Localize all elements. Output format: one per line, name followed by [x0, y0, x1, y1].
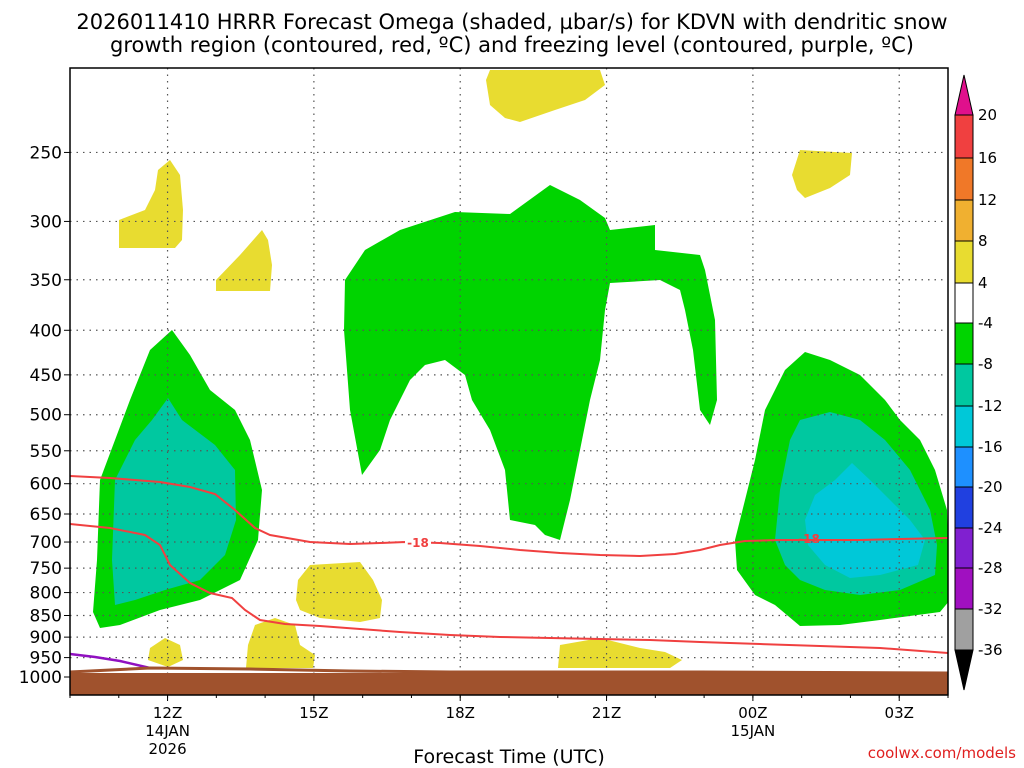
- y-tick-label: 950: [30, 649, 62, 669]
- omega-positive-blob: [148, 638, 183, 667]
- omega-positive-blob: [216, 230, 272, 291]
- x-tick-label: 03Z: [885, 704, 914, 722]
- ground-surface: [70, 673, 948, 695]
- chart-title-line2: growth region (contoured, red, ºC) and f…: [110, 33, 914, 57]
- colorbar-band: [954, 405, 974, 448]
- colorbar-label: 16: [978, 149, 997, 167]
- y-tick-label: 450: [30, 366, 62, 386]
- y-tick-label: 500: [30, 406, 62, 426]
- y-tick-label: 850: [30, 607, 62, 627]
- colorbar-label: 4: [978, 274, 988, 292]
- colorbar-band: [954, 157, 974, 201]
- x-axis-title: Forecast Time (UTC): [413, 746, 604, 768]
- y-tick-label: 600: [30, 475, 62, 495]
- colorbar-band: [954, 363, 974, 407]
- y-tick-label: 650: [30, 505, 62, 525]
- freezing-level-contour: [70, 652, 151, 670]
- dgz-contour-label: -18: [798, 532, 820, 546]
- y-tick-label: 700: [30, 533, 62, 553]
- ground-top-edge: [69, 666, 949, 675]
- omega-positive-blob: [119, 160, 183, 248]
- colorbar-band: [954, 282, 974, 324]
- colorbar-label: -4: [978, 314, 993, 332]
- x-tick-label: 00Z: [738, 704, 767, 722]
- colorbar-top-triangle: [954, 74, 974, 116]
- colorbar-label: 8: [978, 232, 988, 250]
- colorbar-label: -36: [978, 641, 1003, 659]
- y-tick-label: 750: [30, 559, 62, 579]
- colorbar-label: -12: [978, 397, 1003, 415]
- omega-region-right-inner: [805, 463, 925, 578]
- x-tick-label: 15Z: [299, 704, 328, 722]
- y-tick-label: 400: [30, 321, 62, 341]
- chart-title-line1: 2026011410 HRRR Forecast Omega (shaded, …: [76, 10, 947, 34]
- colorbar-label: 20: [978, 106, 997, 124]
- y-tick-label: 250: [30, 143, 62, 163]
- x-tick-label: 12Z: [153, 704, 182, 722]
- x-tick-year: 2026: [148, 740, 186, 758]
- colorbar-band: [954, 114, 974, 159]
- colorbar-label: -8: [978, 355, 993, 373]
- colorbar-label: 12: [978, 191, 997, 209]
- colorbar-band: [954, 199, 974, 242]
- colorbar-label: -32: [978, 600, 1003, 618]
- omega-region-left-inner: [112, 398, 236, 605]
- colorbar-label: -16: [978, 438, 1003, 456]
- credit-text: coolwx.com/models: [868, 744, 1016, 762]
- dgz-contour-lower: [70, 523, 948, 654]
- contour-lines: -18 -18: [70, 475, 948, 670]
- colorbar-band: [954, 446, 974, 488]
- y-tick-label: 900: [30, 628, 62, 648]
- colorbar-band: [954, 322, 974, 365]
- omega-positive-blob: [792, 150, 852, 198]
- x-tick-date: 15JAN: [731, 722, 776, 740]
- x-tick-label: 18Z: [446, 704, 475, 722]
- y-axis: 2503003504004505005506006507007508008509…: [19, 143, 70, 688]
- y-tick-label: 300: [30, 212, 62, 232]
- y-tick-label: 550: [30, 442, 62, 462]
- dgz-contour-upper: [70, 475, 948, 558]
- colorbar-band: [954, 608, 974, 651]
- grid-lines: [70, 68, 948, 695]
- omega-positive-blob: [296, 562, 382, 622]
- omega-positive-blob: [558, 638, 682, 668]
- dgz-contour-label: -18: [407, 536, 429, 550]
- colorbar-label: -24: [978, 519, 1003, 537]
- colorbar-band: [954, 527, 974, 569]
- omega-shaded-field: [93, 70, 948, 668]
- x-tick-label: 21Z: [592, 704, 621, 722]
- colorbar-band: [954, 567, 974, 610]
- y-tick-label: 800: [30, 584, 62, 604]
- y-tick-label: 350: [30, 271, 62, 291]
- colorbar-band: [954, 486, 974, 529]
- omega-positive-blob: [246, 618, 315, 668]
- colorbar-label: -28: [978, 559, 1003, 577]
- colorbar: 20 16 12 8 4 -4 -8 -12 -16 -20 -24 -28 -32 -36: [954, 74, 1003, 691]
- colorbar-label: -20: [978, 478, 1003, 496]
- omega-region-center: [344, 185, 717, 540]
- x-tick-date: 14JAN: [145, 722, 190, 740]
- omega-positive-blob: [486, 70, 605, 122]
- y-tick-label: 1000: [19, 668, 62, 688]
- colorbar-band: [954, 240, 974, 284]
- colorbar-bottom-triangle: [954, 649, 974, 691]
